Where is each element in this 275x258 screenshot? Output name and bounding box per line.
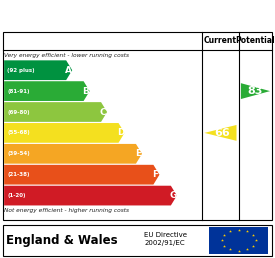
Text: (1-20): (1-20): [7, 193, 26, 198]
Polygon shape: [4, 60, 72, 80]
Text: G: G: [169, 191, 177, 200]
Polygon shape: [204, 125, 236, 141]
Polygon shape: [4, 81, 90, 101]
Text: (39-54): (39-54): [7, 151, 30, 156]
Text: C: C: [100, 108, 106, 117]
Text: Very energy efficient - lower running costs: Very energy efficient - lower running co…: [4, 53, 129, 58]
Polygon shape: [4, 102, 107, 122]
Text: (69-80): (69-80): [7, 109, 30, 115]
Text: D: D: [117, 128, 124, 138]
Text: 66: 66: [215, 128, 230, 138]
Text: (21-38): (21-38): [7, 172, 30, 177]
Text: E: E: [135, 149, 141, 158]
Text: Energy Efficiency Rating: Energy Efficiency Rating: [6, 9, 189, 21]
Text: 83: 83: [248, 86, 263, 96]
Text: Not energy efficient - higher running costs: Not energy efficient - higher running co…: [4, 208, 129, 213]
Bar: [3, 224, 272, 256]
Text: England & Wales: England & Wales: [6, 234, 117, 247]
Polygon shape: [4, 186, 177, 205]
Polygon shape: [4, 123, 125, 143]
Text: EU Directive
2002/91/EC: EU Directive 2002/91/EC: [144, 232, 186, 246]
Text: B: B: [82, 87, 89, 96]
Text: (55-68): (55-68): [7, 130, 30, 135]
Polygon shape: [4, 165, 159, 184]
Text: Potential: Potential: [236, 36, 275, 45]
Text: A: A: [65, 66, 72, 75]
Bar: [209, 227, 268, 254]
Text: (92 plus): (92 plus): [7, 68, 35, 73]
Text: Current: Current: [204, 36, 237, 45]
Polygon shape: [241, 83, 270, 99]
Text: (81-91): (81-91): [7, 88, 30, 94]
Polygon shape: [4, 144, 142, 164]
Text: F: F: [152, 170, 159, 179]
